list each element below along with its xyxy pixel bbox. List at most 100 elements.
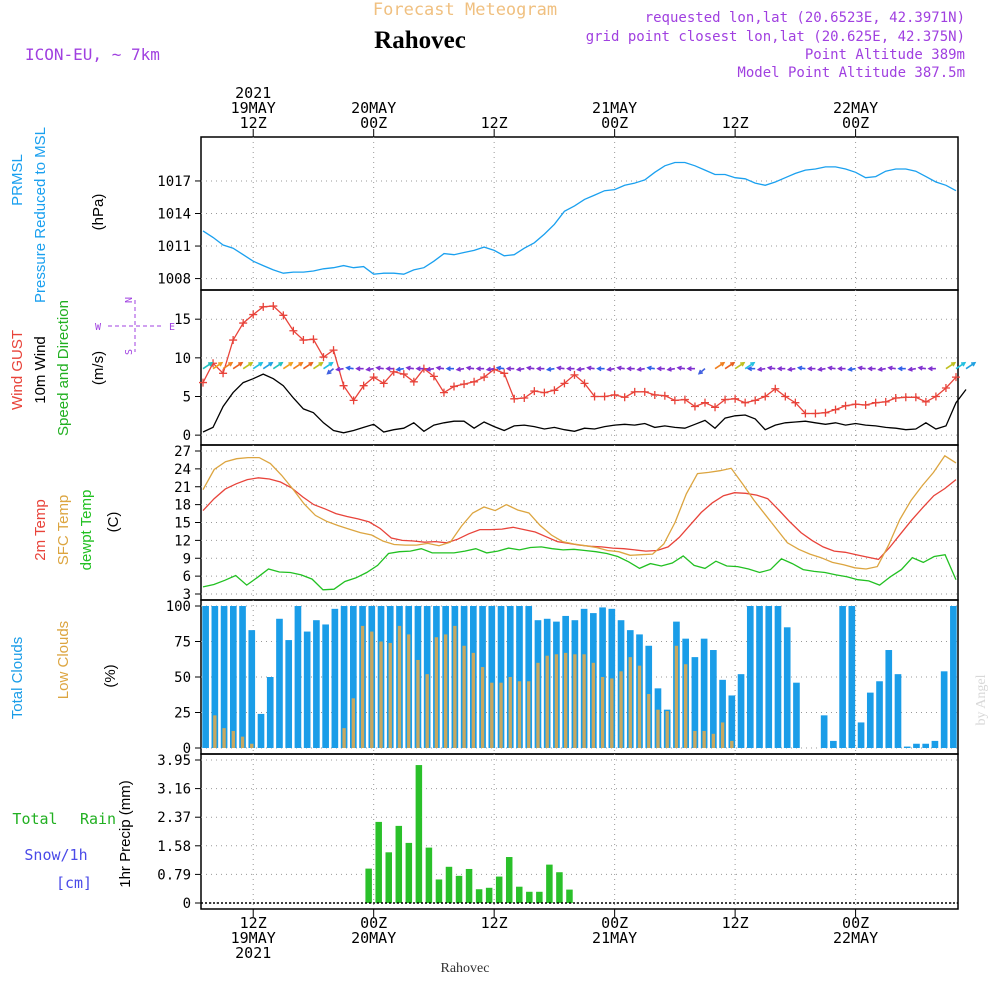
wind-arrowhead <box>817 366 823 372</box>
total-cloud-bar <box>765 606 773 748</box>
wind-arrowhead <box>415 366 421 372</box>
wind-arrowhead <box>586 365 592 371</box>
gust-marker <box>690 402 699 411</box>
gust-marker <box>741 398 750 407</box>
total-cloud-bar <box>349 606 357 748</box>
gust-marker <box>379 379 388 388</box>
wind-arrow <box>222 361 233 370</box>
total-cloud-bar <box>303 631 311 748</box>
panel-frame-0 <box>200 136 959 291</box>
gust-marker <box>540 388 549 397</box>
gust-marker <box>289 326 298 335</box>
total-cloud-bar <box>876 681 883 748</box>
wind-arrowhead <box>495 365 502 371</box>
rain-bar <box>536 891 543 903</box>
total-cloud-bar <box>737 674 745 748</box>
wind-arrow <box>955 361 966 370</box>
wind-arrowhead <box>365 366 371 372</box>
wind-arrowhead <box>515 366 522 372</box>
total-cloud-bar <box>276 618 283 748</box>
gust-marker <box>590 392 599 401</box>
low-cloud-bar <box>730 740 734 748</box>
rain-bar <box>395 825 403 903</box>
y-tick-label: 5 <box>183 389 191 405</box>
model-altitude: Model Point Altitude 387.5m <box>737 65 965 81</box>
gust-marker <box>510 394 519 403</box>
wind-arrowhead <box>207 361 214 367</box>
wind-arrowhead <box>228 361 234 367</box>
total-cloud-bar <box>229 606 237 748</box>
low-cloud-bar <box>222 728 226 748</box>
total-cloud-bar <box>830 740 837 748</box>
wind-arrowhead <box>475 366 481 372</box>
y-tick-label: 15 <box>174 312 191 328</box>
cloud-label-low: Low Clouds <box>55 621 72 699</box>
gust-marker <box>670 396 679 405</box>
location-title: Rahovec <box>374 27 466 54</box>
gust-marker <box>821 408 830 417</box>
gust-marker <box>460 380 469 389</box>
gust-marker <box>871 398 880 407</box>
gust-marker <box>450 382 459 391</box>
rain-bar <box>445 866 453 903</box>
wind-arrowhead <box>837 366 843 372</box>
low-cloud-bar <box>360 625 365 748</box>
gust-marker <box>409 377 418 386</box>
bottom-time-label: 22MAY <box>833 929 878 947</box>
total-cloud-bar <box>931 740 939 748</box>
wind-arrowhead <box>258 361 264 367</box>
total-cloud-bar <box>285 640 293 748</box>
wind-arrowhead <box>626 366 632 372</box>
gust-marker <box>841 401 850 410</box>
wind-arrowhead <box>666 366 672 372</box>
total-cloud-bar <box>710 650 717 748</box>
top-time-label: 00Z <box>842 114 869 132</box>
low-cloud-bar <box>628 657 632 748</box>
low-cloud-bar <box>250 743 254 748</box>
pressure-label-msl: Pressure Reduced to MSL <box>32 127 49 303</box>
gust-marker <box>650 390 659 399</box>
low-cloud-bar <box>674 645 679 748</box>
low-cloud-bar <box>379 641 383 748</box>
pressure-label-prmsl: PRMSL <box>9 154 26 206</box>
wind-arrowhead <box>298 361 304 367</box>
bottom-time-label: 19MAY <box>231 929 276 947</box>
bottom-time-label: 12Z <box>722 914 749 932</box>
cloud-label-unit: (%) <box>102 664 119 687</box>
grid-point-coords: grid point closest lon,lat (20.625E, 42.… <box>586 29 965 45</box>
wind-arrow <box>313 361 323 370</box>
top-time-label: 22MAY <box>833 99 878 117</box>
precip-label-snow: Snow/1h <box>24 846 87 864</box>
bottom-time-label: 20MAY <box>351 929 396 947</box>
total-cloud-bar <box>294 606 302 748</box>
bottom-time-label: 00Z <box>360 914 387 932</box>
bottom-time-label: 12Z <box>481 914 508 932</box>
wind-arrow <box>262 361 273 370</box>
compass-north: N <box>124 297 135 303</box>
wind-arrowhead <box>676 365 682 371</box>
low-cloud-bar <box>693 730 697 748</box>
total-cloud-bar <box>866 692 874 748</box>
low-cloud-bar <box>342 728 346 748</box>
wind-arrowhead <box>656 366 662 372</box>
wind-arrowhead <box>576 366 582 372</box>
wind-arrowhead <box>686 366 692 372</box>
gust-marker <box>600 392 609 401</box>
total-cloud-bar <box>903 746 911 748</box>
bottom-time-label: 2021 <box>235 944 271 962</box>
total-cloud-bar <box>894 674 902 748</box>
gust-marker <box>329 346 338 355</box>
wind-arrowhead <box>405 365 411 371</box>
gust-marker <box>389 367 398 376</box>
gust-marker <box>761 392 770 401</box>
low-cloud-bar <box>231 730 235 748</box>
gust-marker <box>480 373 489 382</box>
gust-marker <box>319 353 328 362</box>
wind-arrowhead <box>740 361 746 367</box>
top-time-label: 20MAY <box>351 99 396 117</box>
wind-arrowhead <box>927 366 933 372</box>
y-tick-label: 0 <box>183 896 191 912</box>
bottom-time-label: 00Z <box>842 914 869 932</box>
wind-arrow <box>744 361 755 370</box>
wind-arrow <box>724 361 735 370</box>
